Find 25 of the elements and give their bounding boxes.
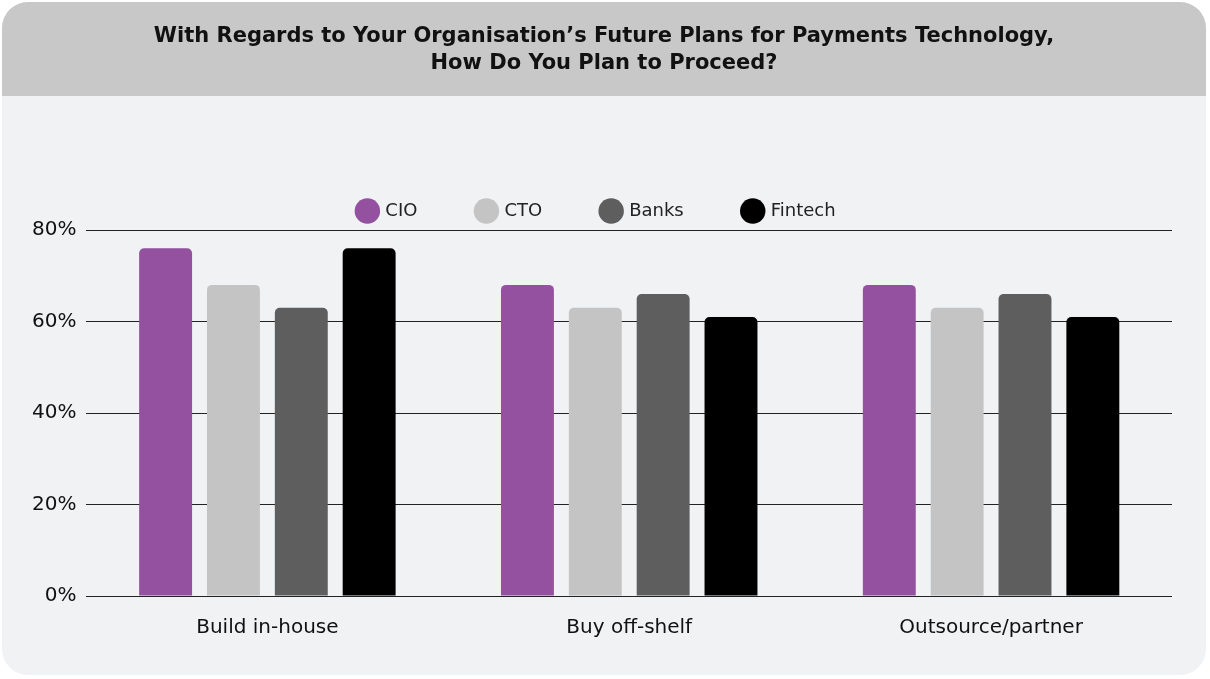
- legend-label: Banks: [629, 198, 684, 220]
- bar: [862, 284, 916, 596]
- legend-label: CTO: [504, 198, 543, 220]
- bar: [704, 316, 758, 596]
- bar: [568, 307, 622, 596]
- legend-label: Fintech: [770, 198, 836, 220]
- bar: [1066, 316, 1120, 596]
- x-tick-label: Outsource/partner: [899, 614, 1084, 639]
- y-tick-label: 60%: [32, 307, 77, 332]
- bar: [139, 248, 193, 596]
- y-tick-label: 40%: [32, 399, 77, 424]
- bar: [501, 284, 554, 596]
- bar: [636, 294, 690, 596]
- chart-title: With Regards to Your Organisation’s Future Plans for Payments Technology, How Do You Plan to Proceed?: [2, 2, 1206, 96]
- y-tick-label: 0%: [44, 582, 77, 607]
- y-tick-label: 20%: [32, 490, 77, 515]
- bar: [998, 294, 1052, 596]
- bar: [274, 307, 328, 596]
- y-tick-label: 80%: [32, 216, 77, 241]
- legend-label: CIO: [385, 198, 418, 220]
- bar: [206, 284, 260, 596]
- x-tick-label: Build in-house: [196, 614, 339, 639]
- x-tick-label: Buy off-shelf: [566, 614, 694, 639]
- bar: [342, 248, 396, 596]
- bar: [930, 307, 984, 596]
